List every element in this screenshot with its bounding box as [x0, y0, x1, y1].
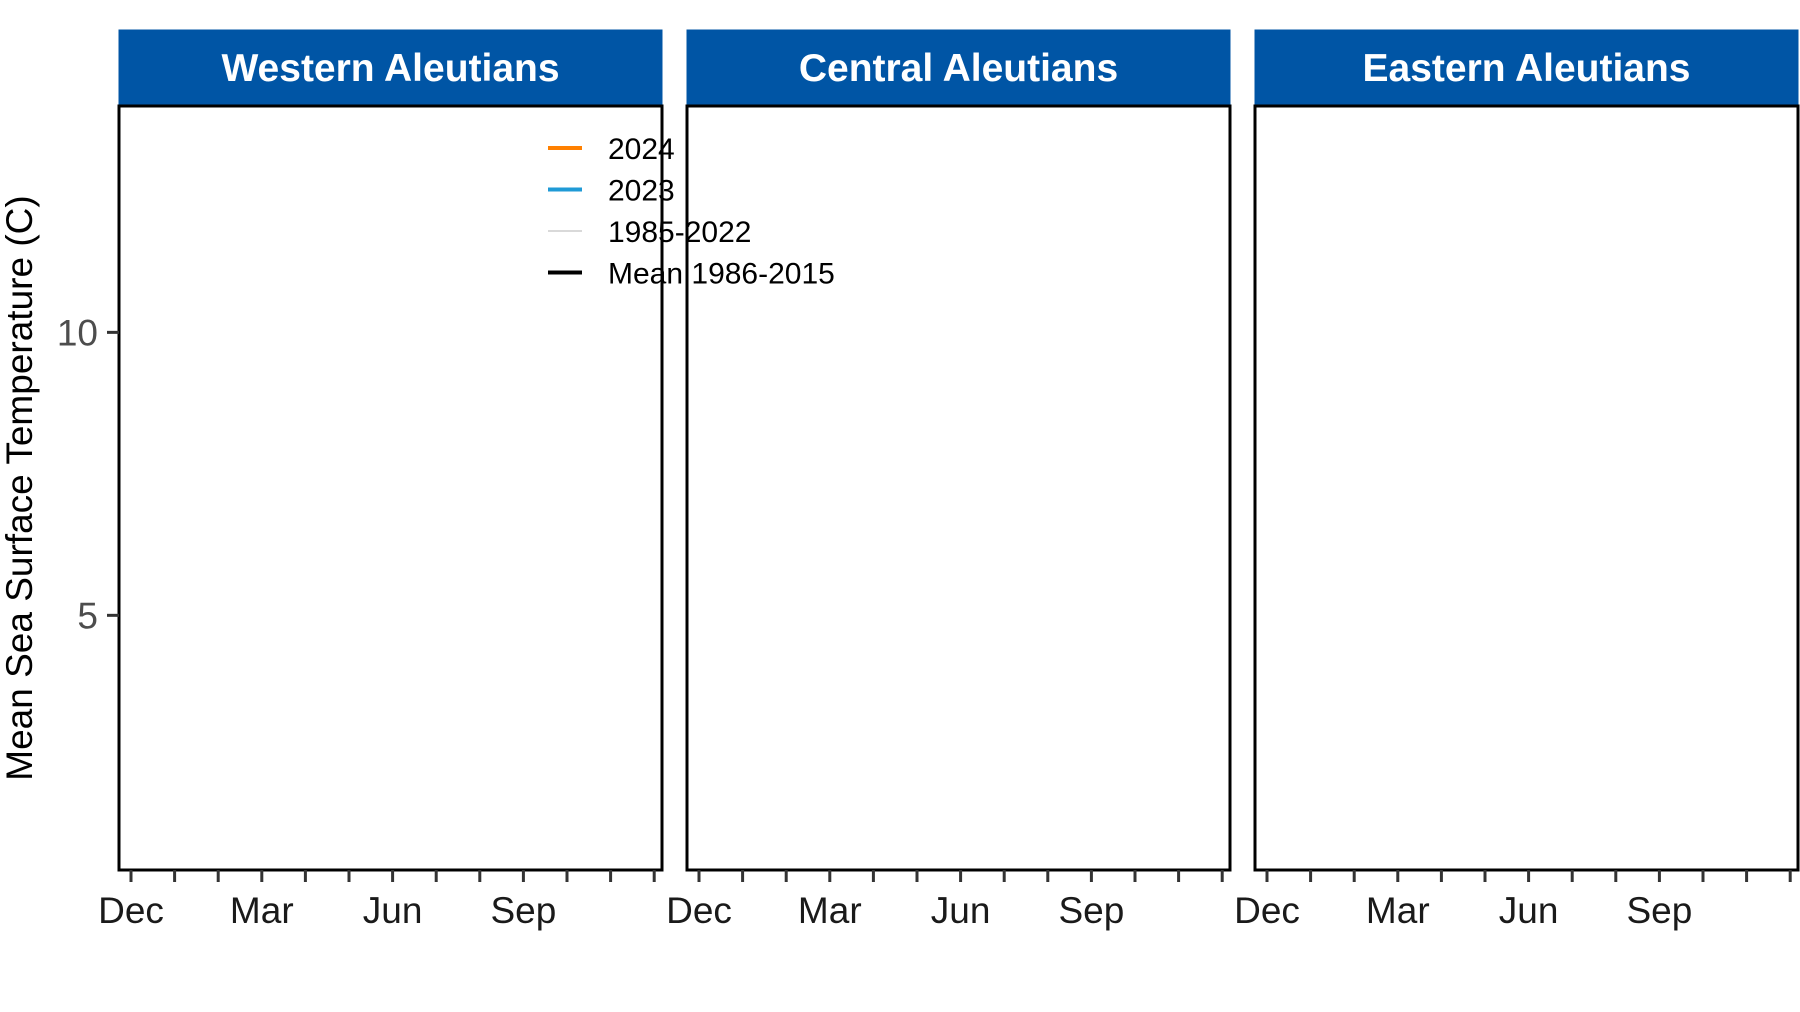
- facet-strip: [118, 29, 663, 107]
- legend-label: 2023: [608, 175, 675, 208]
- facet-panel: Central Aleutians Dec Mar Jun Sep: [666, 29, 1232, 931]
- facet-title: Central Aleutians: [799, 47, 1118, 90]
- plot-area: [1253, 104, 1800, 872]
- legend-label: 1985-2022: [608, 216, 751, 249]
- x-tick-label: Jun: [1499, 890, 1559, 931]
- x-tick-label: Mar: [230, 890, 294, 931]
- plot-area: [685, 104, 1232, 872]
- x-tick-label: Dec: [666, 890, 732, 931]
- legend-label: 2024: [608, 133, 675, 166]
- facet-panel: Eastern Aleutians Dec Mar Jun Sep: [1234, 29, 1800, 931]
- legend: 2024 2023 1985-2022 Mean 1986-2015: [548, 133, 835, 291]
- plot-area: [117, 104, 664, 872]
- x-tick-label: Sep: [490, 890, 556, 931]
- y-tick-label: 10: [57, 312, 98, 353]
- x-tick-label: Jun: [931, 890, 991, 931]
- y-tick-label: 5: [77, 595, 98, 636]
- legend-label: Mean 1986-2015: [608, 258, 835, 291]
- facet-strip: [686, 29, 1231, 107]
- facet-title: Eastern Aleutians: [1363, 47, 1691, 90]
- x-tick-label: Mar: [798, 890, 862, 931]
- y-axis-label: Mean Sea Surface Temperature (C): [0, 195, 40, 780]
- y-axis: 5 10: [57, 312, 119, 636]
- x-tick-label: Jun: [363, 890, 423, 931]
- x-tick-label: Dec: [1234, 890, 1300, 931]
- x-tick-label: Mar: [1366, 890, 1430, 931]
- x-tick-label: Sep: [1058, 890, 1124, 931]
- facet-panel: Western Aleutians Dec Mar Jun Sep: [98, 29, 664, 931]
- facet-title: Western Aleutians: [221, 47, 559, 90]
- x-tick-label: Sep: [1626, 890, 1692, 931]
- x-tick-label: Dec: [98, 890, 164, 931]
